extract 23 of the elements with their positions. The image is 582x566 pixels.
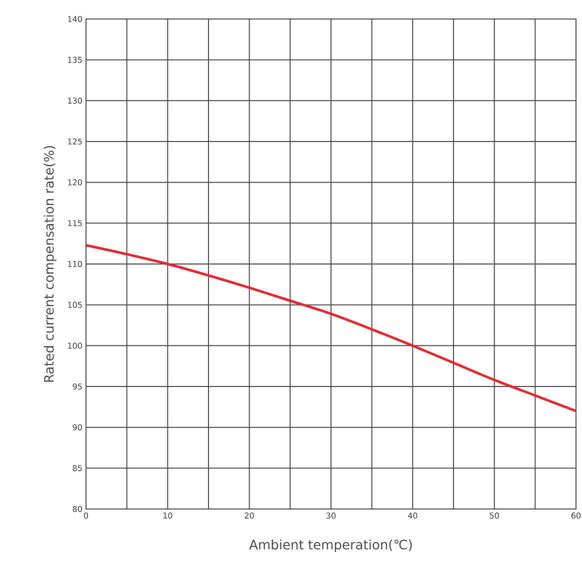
y-tick-label: 95: [72, 383, 82, 390]
y-tick-label: 105: [68, 302, 82, 308]
x-tick-label: 30: [326, 512, 336, 519]
y-tick-label: 115: [68, 220, 82, 226]
y-tick-label: 90: [72, 424, 82, 430]
y-axis-title: Rated current compensation rate(%): [44, 146, 56, 382]
y-tick-label: 80: [72, 506, 82, 512]
y-tick-label: 130: [68, 98, 82, 104]
x-tick-label: 0: [84, 512, 88, 519]
y-tick-label: 140: [68, 16, 82, 22]
x-axis-title: Ambient temperation(℃): [249, 539, 412, 552]
x-tick-label: 10: [163, 512, 172, 519]
x-tick-label: 40: [408, 512, 418, 519]
y-tick-label: 125: [68, 138, 82, 145]
line-series: [86, 244, 576, 412]
x-tick-label: 20: [244, 512, 254, 519]
y-tick-label: 110: [68, 260, 82, 268]
y-tick-label: 85: [72, 465, 82, 472]
y-tick-label: 135: [68, 56, 82, 63]
x-tick-label: 60: [571, 512, 581, 519]
x-tick-label: 50: [490, 512, 499, 519]
y-tick-label: 100: [68, 342, 82, 349]
y-tick-label: 120: [68, 179, 82, 186]
